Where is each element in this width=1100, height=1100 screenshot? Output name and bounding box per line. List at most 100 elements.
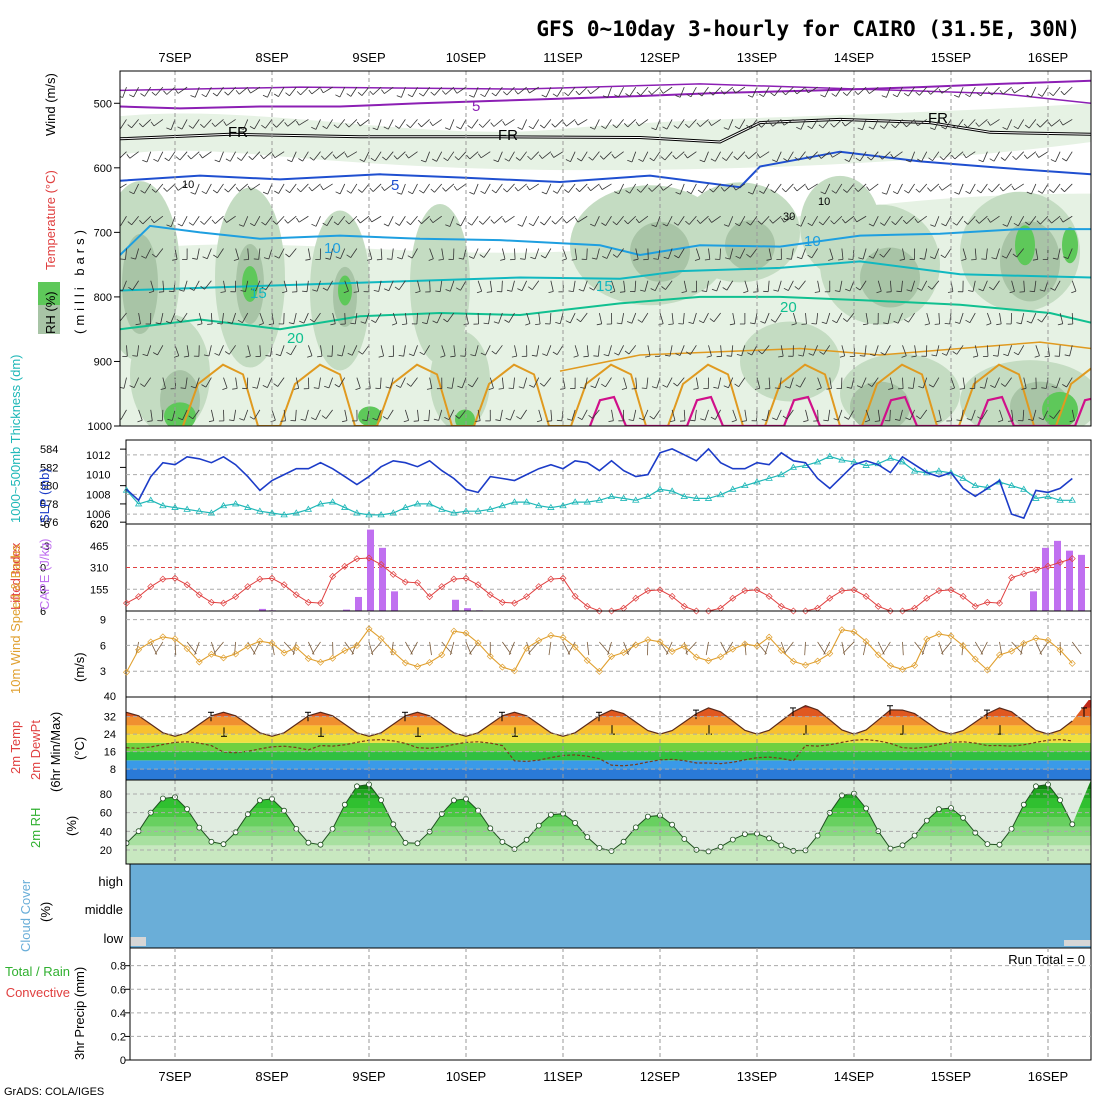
rh-blotch-green [1015,225,1035,266]
wind-barb-flag [469,191,475,195]
wind-barb-flag [988,91,993,96]
wind-barb-flag [346,93,352,97]
wind-barb [278,248,285,259]
wind-barb-flag [299,320,305,324]
thickness-point [147,496,155,503]
wind-barb [724,86,734,95]
wind-speed-point [789,657,797,665]
wind-barb [505,119,515,126]
wind-barb [474,345,479,357]
wind-barb-flag [735,223,740,227]
wind-barb [399,216,406,226]
wind-barb-flag [1012,253,1018,258]
wind-barb [761,345,770,355]
wind-barb [664,151,673,161]
wind-barb [642,151,649,162]
wind-barb-flag [891,221,896,226]
wind-barb [328,377,334,389]
wind-barb-flag [268,323,274,326]
wind-barb [1015,151,1025,160]
wind-barb-flag [270,419,276,423]
wind-barb-flag [988,286,994,291]
wind-barb [417,280,421,292]
rh-point [584,834,591,840]
date-bottom-13SEP: 13SEP [737,1069,777,1084]
wind-barb [1023,377,1027,389]
li-point [729,594,737,602]
wind-barb [839,280,843,292]
thickness-point [729,485,737,492]
wind-barb-flag [690,419,696,422]
li-point [147,583,155,591]
wind-barb [924,248,928,260]
li-point [705,607,712,615]
wind-barb-flag [443,318,448,323]
wind-barb [703,312,709,323]
wind-barb [320,345,323,357]
thickness-point [656,485,664,492]
wind-barb-flag [710,158,716,162]
wind-barb-flag [1001,255,1007,259]
wind-barb-flag [901,355,907,358]
wind-barb-flag [627,159,633,163]
wind-barb-flag [939,156,944,161]
wind-barb [717,377,722,389]
wind-barb-flag [426,388,432,390]
wind-barb-flag [746,124,751,129]
li-point [923,594,931,602]
wind-barb-flag [602,256,608,259]
wind-barb-flag [356,121,361,127]
thickness-point [219,501,228,509]
li-point [401,578,409,586]
wind-barb-10m [902,641,904,656]
thickness-point [559,501,567,509]
wind-speed-point [123,668,130,676]
wind-barb [690,345,697,355]
wind-barb [1016,248,1025,258]
wind-barb [801,248,806,259]
temp-band [126,760,1091,770]
wind-barb-flag [163,187,168,192]
wind-barb-flag [201,384,207,388]
wind-barb-flag [540,221,545,226]
wind-barb-flag [624,220,629,225]
wind-barb [421,215,430,224]
wind-barb [832,151,843,158]
wind-barb [403,345,406,357]
wind-barb-flag [952,222,958,226]
wind-barb [985,248,988,260]
wind-barb [181,216,188,227]
wind-barb [265,215,273,226]
wind-barb-flag [422,322,428,325]
rh-point [208,838,215,845]
wind-barb-flag [929,256,935,260]
wind-barb [1041,86,1049,97]
wind-barb [425,151,430,163]
wind-barb [835,183,843,194]
wind-barb [306,280,309,292]
wind-barb [192,216,200,226]
wind-barb [739,248,746,259]
wind-barb [618,345,624,356]
thickness-point [632,496,640,503]
wind-barb [776,409,782,421]
wind-barb-flag [1003,353,1009,357]
wind-barb [497,151,503,162]
wind-barb [388,280,394,291]
wind-barb [259,345,261,357]
wind-barb [517,86,527,95]
li-point [523,593,531,601]
wind-barb-flag [132,355,138,357]
wind-barb [534,248,540,260]
wind-barb [764,312,770,324]
li-point [826,594,834,602]
wind-barb-flag [1007,420,1014,422]
wind-barb-flag [541,94,547,98]
wind-barb [669,345,673,357]
wind-barb-10m [685,641,697,654]
wind-barb-flag [915,188,920,193]
wind-barb-flag [696,219,701,224]
total-rain-label: Total / Rain [5,964,70,979]
wind-barb-flag [386,258,392,260]
wind-barb [919,86,928,96]
